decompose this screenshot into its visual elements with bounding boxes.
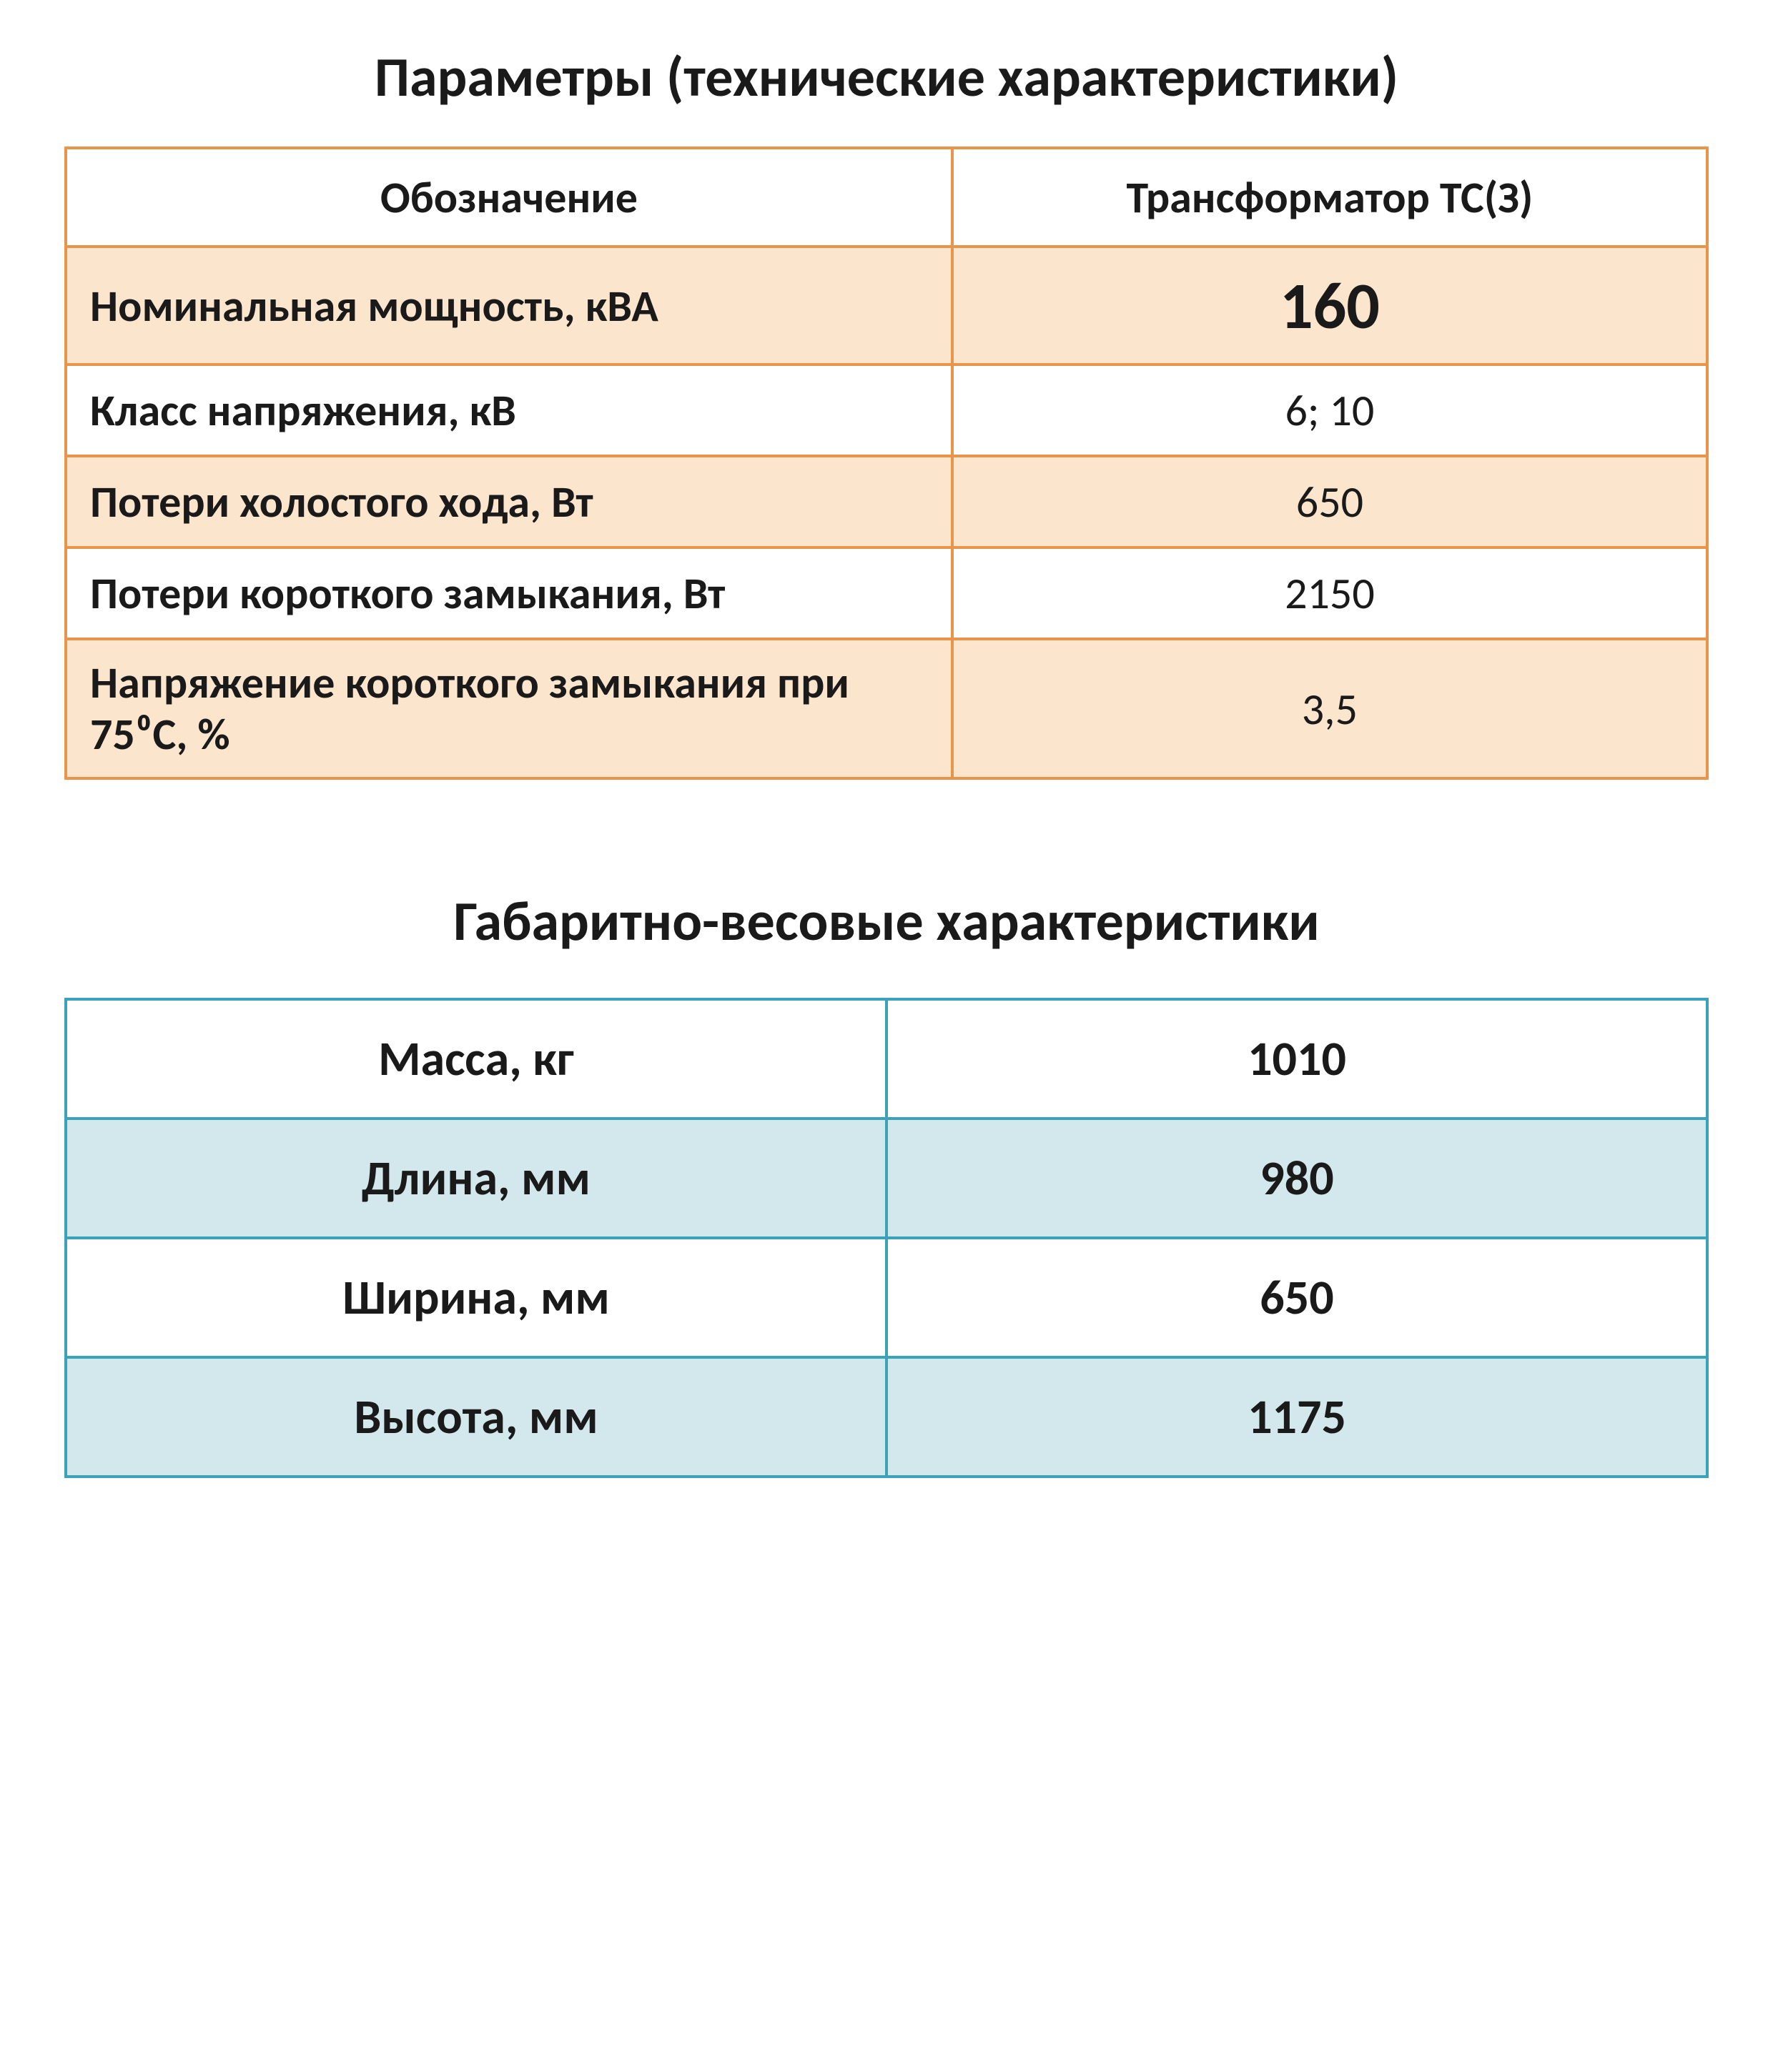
param-value: 3,5 [952, 639, 1707, 778]
dim-label: Ширина, мм [66, 1238, 886, 1357]
param-label: Потери короткого замыкания, Вт [66, 547, 952, 639]
param-label: Класс напряжения, кВ [66, 365, 952, 456]
section2-title: Габаритно-весовые характеристики [64, 887, 1709, 955]
parameters-table: Обозначение Трансформатор ТС(З) Номиналь… [64, 147, 1709, 780]
section1-title: Параметры (технические характеристики) [64, 43, 1709, 111]
dim-label: Масса, кг [66, 999, 886, 1119]
table-row: Потери холостого хода, Вт 650 [66, 456, 1707, 547]
dim-value: 1175 [886, 1357, 1707, 1477]
dimensions-table: Масса, кг 1010 Длина, мм 980 Ширина, мм … [64, 998, 1709, 1478]
table-row: Класс напряжения, кВ 6; 10 [66, 365, 1707, 456]
param-label: Номинальная мощность, кВА [66, 247, 952, 365]
param-value: 650 [952, 456, 1707, 547]
dim-value: 980 [886, 1119, 1707, 1238]
table-row: Потери короткого замыкания, Вт 2150 [66, 547, 1707, 639]
table-header-row: Обозначение Трансформатор ТС(З) [66, 148, 1707, 247]
param-label: Напряжение короткого замыкания при 75⁰С,… [66, 639, 952, 778]
table-row: Напряжение короткого замыкания при 75⁰С,… [66, 639, 1707, 778]
table-row: Ширина, мм 650 [66, 1238, 1707, 1357]
dim-label: Высота, мм [66, 1357, 886, 1477]
header-label: Обозначение [66, 148, 952, 247]
dim-label: Длина, мм [66, 1119, 886, 1238]
param-value: 160 [952, 247, 1707, 365]
param-value: 2150 [952, 547, 1707, 639]
table-row: Номинальная мощность, кВА 160 [66, 247, 1707, 365]
table-row: Масса, кг 1010 [66, 999, 1707, 1119]
header-value: Трансформатор ТС(З) [952, 148, 1707, 247]
param-label: Потери холостого хода, Вт [66, 456, 952, 547]
dim-value: 1010 [886, 999, 1707, 1119]
param-value: 6; 10 [952, 365, 1707, 456]
table-row: Длина, мм 980 [66, 1119, 1707, 1238]
table-row: Высота, мм 1175 [66, 1357, 1707, 1477]
dim-value: 650 [886, 1238, 1707, 1357]
